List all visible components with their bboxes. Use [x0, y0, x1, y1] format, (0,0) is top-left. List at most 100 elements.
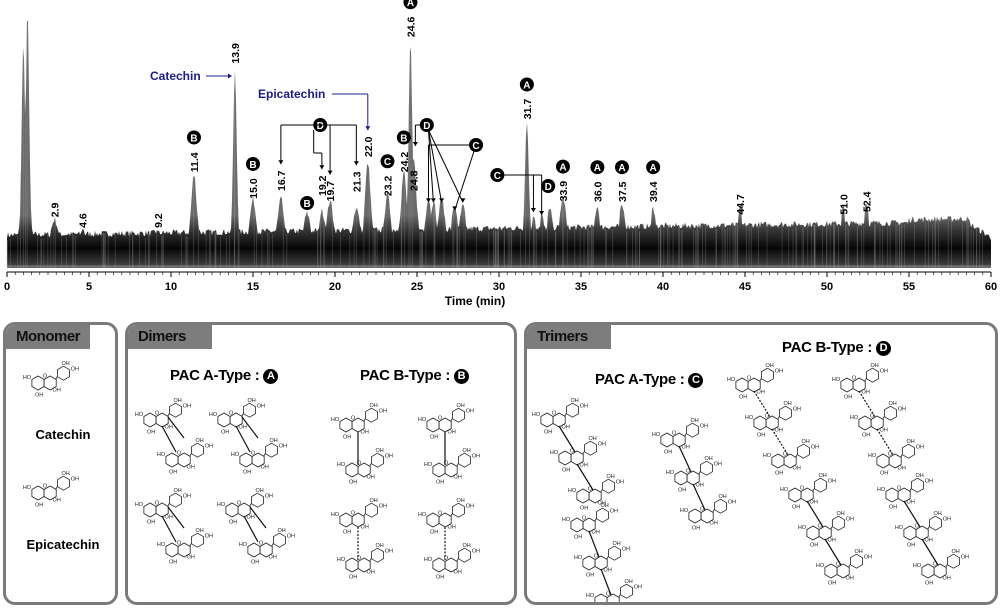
ring	[888, 453, 902, 469]
atom-label: OH	[466, 503, 474, 509]
badge-letter: A	[523, 80, 530, 91]
ring	[251, 452, 265, 468]
atom-label: OH	[580, 462, 588, 468]
atom-label: OH	[277, 528, 285, 534]
badge-circle	[469, 138, 484, 152]
x-tick-label: 55	[903, 281, 915, 293]
bond	[582, 451, 585, 455]
x-tick-label: 25	[411, 281, 423, 293]
atom-label: OH	[247, 398, 255, 404]
interflavan-bond	[241, 416, 259, 439]
atom-label: OH	[690, 418, 698, 424]
atom-label: HO	[832, 377, 841, 383]
badge-letter: D	[317, 121, 324, 132]
interflavan-bond	[600, 568, 612, 596]
atom-label: O	[444, 460, 449, 466]
atom-label: OH	[696, 482, 704, 488]
bond	[594, 518, 597, 522]
ring	[778, 405, 792, 421]
atom-label: O	[438, 510, 443, 516]
peak-label: 24.6	[405, 17, 417, 38]
atom-label: OH	[810, 542, 818, 548]
atom-label: HO	[562, 517, 571, 523]
atom-label: OH	[472, 453, 480, 459]
badge-circle	[300, 196, 315, 210]
ring	[602, 478, 615, 494]
bond	[369, 463, 372, 467]
bond	[241, 413, 244, 417]
atom-label: OH	[187, 464, 195, 470]
atom-label: OH	[810, 499, 818, 505]
catechin-annotation: Catechin	[150, 69, 201, 83]
class-badge-c: C	[490, 168, 505, 182]
atom-label: OH	[261, 464, 269, 470]
atom-label: OH	[205, 533, 213, 539]
ring	[566, 402, 579, 418]
badge-circle	[490, 168, 505, 182]
bond	[795, 454, 798, 458]
interflavan-bond	[588, 530, 600, 558]
class-badge-d: D	[875, 340, 891, 356]
peak-label: 31.7	[522, 99, 534, 120]
peak-label: 16.7	[276, 170, 288, 191]
ring	[836, 563, 850, 579]
bond	[900, 454, 903, 458]
trimer-structures: OHOOHOHOHOHOHOOHOHOHOHOHOOHOHOHOHOHOOHOH…	[532, 363, 969, 602]
atom-label: HO	[816, 563, 825, 569]
atom-label: OH	[53, 387, 61, 393]
atom-label: OH	[943, 516, 951, 522]
badge-letter: A	[594, 163, 601, 174]
atom-label: OH	[436, 479, 444, 485]
peak-label: 24.2	[399, 152, 411, 173]
atom-label: OH	[906, 439, 914, 445]
interflavan-bond	[167, 506, 185, 529]
atom-label: HO	[895, 525, 904, 531]
atom-label: OH	[610, 508, 618, 514]
atom-label: OH	[369, 403, 377, 409]
interflavan-bond	[576, 463, 594, 491]
atom-label: OH	[604, 567, 612, 573]
peak-label: 15.0	[248, 178, 260, 199]
atom-label: OH	[367, 474, 375, 480]
bond	[777, 416, 780, 420]
badge-letter: A	[559, 162, 566, 173]
ring	[946, 553, 960, 569]
atom-label: OH	[53, 497, 61, 503]
badge-circle	[419, 118, 434, 132]
peak-label: 37.5	[617, 181, 629, 202]
ring	[783, 453, 797, 469]
atom-label: OH	[239, 424, 247, 430]
atom-label: OH	[349, 479, 357, 485]
bond	[882, 416, 885, 420]
atom-label: OH	[588, 436, 596, 442]
ring	[177, 452, 191, 468]
peak-label: 11.4	[189, 152, 201, 172]
atom-label: HO	[586, 593, 595, 599]
arrow-head	[452, 206, 458, 211]
ring	[865, 367, 879, 383]
atom-label: OH	[456, 403, 464, 409]
dimer-structures: OHOOHOHOHOHOHOOHOHOHOHOHOOHOHOHOHOHOOHOH…	[135, 398, 480, 581]
bond	[363, 418, 366, 422]
atom-label: O	[177, 540, 182, 546]
atom-label: OH	[71, 476, 79, 482]
peak-label: 23.2	[382, 176, 394, 197]
connector-line	[454, 149, 475, 211]
atom-label: O	[700, 506, 705, 512]
atom-label: OH	[183, 403, 191, 409]
atom-label: OH	[187, 554, 195, 560]
bond	[945, 564, 948, 568]
atom-label: O	[897, 485, 902, 491]
atom-label: OH	[165, 424, 173, 430]
atom-label: O	[438, 415, 443, 421]
atom-label: O	[783, 451, 788, 457]
ring	[243, 402, 256, 418]
atom-label: OH	[71, 366, 79, 372]
arrow-head	[319, 165, 325, 170]
peak-label: 36.0	[592, 181, 604, 202]
atom-label: HO	[868, 453, 877, 459]
atom-label: HO	[680, 508, 689, 514]
